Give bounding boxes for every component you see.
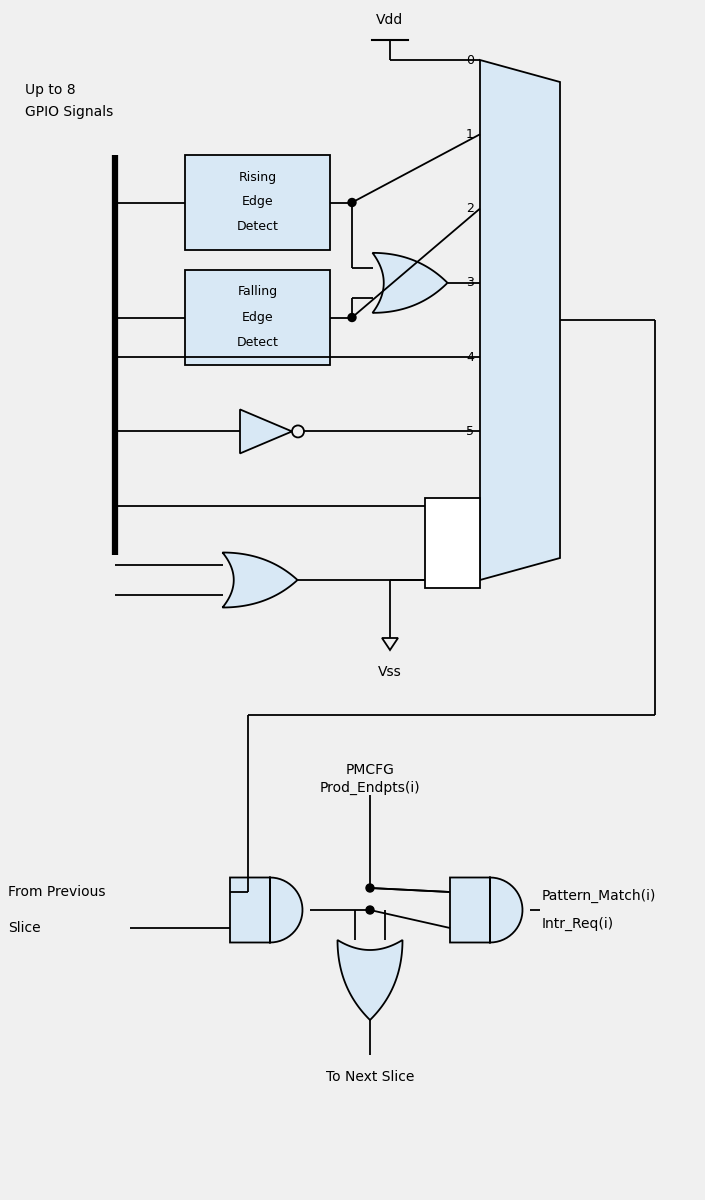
Circle shape (366, 906, 374, 914)
Text: 3: 3 (466, 276, 474, 289)
Polygon shape (480, 60, 560, 580)
Text: Prod_Endpts(i): Prod_Endpts(i) (319, 781, 420, 794)
Text: Pattern_Match(i): Pattern_Match(i) (542, 889, 656, 904)
Text: 4: 4 (466, 350, 474, 364)
Text: Edge: Edge (242, 196, 274, 209)
Polygon shape (230, 877, 302, 942)
Circle shape (348, 313, 356, 322)
Text: Slice: Slice (8, 922, 41, 935)
Text: 6: 6 (466, 499, 474, 512)
Polygon shape (382, 638, 398, 650)
Polygon shape (223, 552, 298, 607)
Bar (425, 498, 480, 588)
Text: Up to 8: Up to 8 (25, 83, 75, 97)
Bar (185, 155, 330, 250)
Text: Detect: Detect (237, 336, 278, 348)
Polygon shape (240, 409, 292, 454)
Polygon shape (338, 940, 403, 1020)
Text: Vdd: Vdd (376, 13, 404, 26)
Text: 1: 1 (466, 127, 474, 140)
Polygon shape (372, 253, 448, 313)
Text: 2: 2 (466, 202, 474, 215)
Text: GPIO Signals: GPIO Signals (25, 104, 114, 119)
Circle shape (348, 198, 356, 206)
Circle shape (292, 426, 304, 438)
Polygon shape (450, 877, 522, 942)
Text: Edge: Edge (242, 311, 274, 324)
Text: Intr_Req(i): Intr_Req(i) (542, 917, 614, 931)
Text: From Previous: From Previous (8, 886, 106, 899)
Text: 7: 7 (466, 574, 474, 587)
Text: To Next Slice: To Next Slice (326, 1070, 415, 1084)
Text: Falling: Falling (238, 286, 278, 299)
Bar (185, 270, 330, 365)
Circle shape (366, 884, 374, 892)
Text: Rising: Rising (238, 170, 276, 184)
Text: 5: 5 (466, 425, 474, 438)
Text: Detect: Detect (237, 221, 278, 234)
Text: PMCFG: PMCFG (345, 763, 394, 778)
Text: 0: 0 (466, 54, 474, 66)
Text: Vss: Vss (378, 665, 402, 679)
